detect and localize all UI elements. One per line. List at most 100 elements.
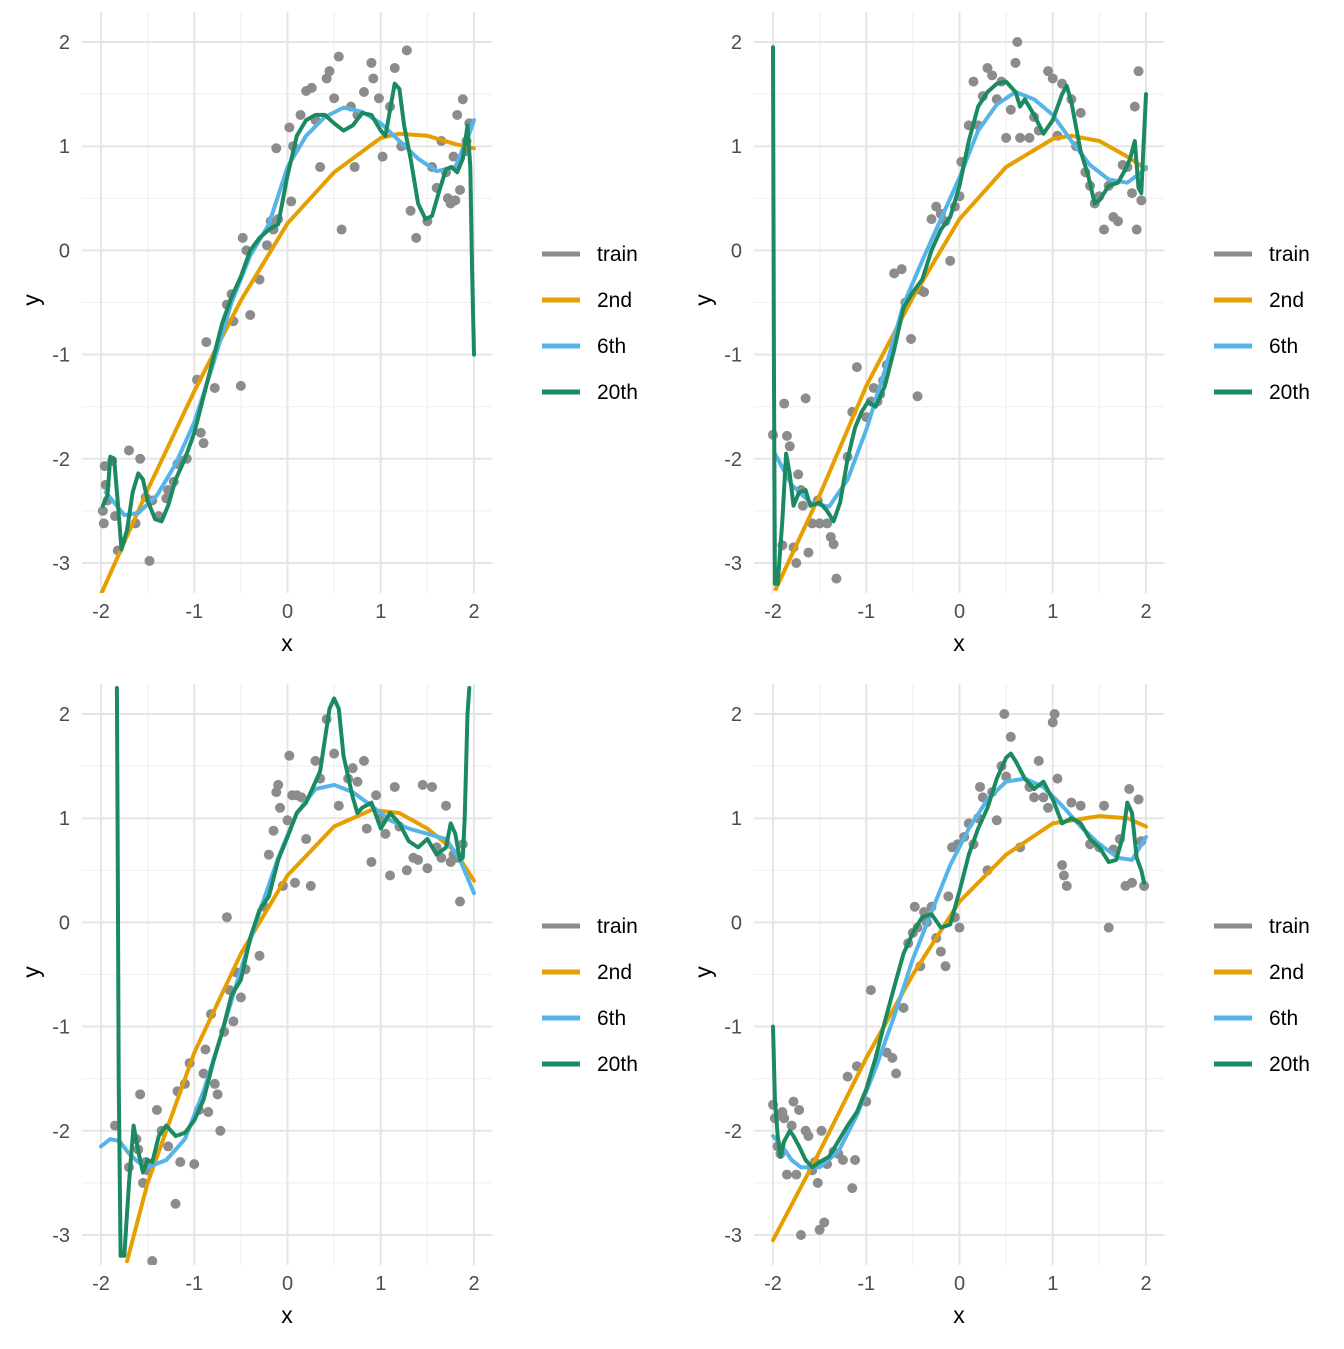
data-point	[358, 755, 369, 766]
data-point	[1075, 800, 1086, 811]
data-point	[385, 870, 396, 881]
data-point	[405, 205, 416, 216]
x-tick-label: -2	[92, 601, 110, 623]
data-point	[209, 382, 220, 393]
x-axis-label: x	[953, 630, 965, 656]
data-point	[814, 518, 825, 529]
y-axis-label: y	[690, 294, 716, 306]
y-tick-label: 2	[59, 32, 70, 54]
data-point	[1010, 57, 1021, 68]
data-point	[284, 750, 295, 761]
data-point	[1127, 188, 1138, 199]
data-point	[786, 1120, 797, 1131]
data-point	[822, 518, 833, 529]
fit-line-20th	[100, 81, 476, 552]
legend-item-6th: 6th	[1214, 335, 1298, 358]
fit-line-2nd	[99, 131, 476, 593]
data-point	[1024, 132, 1035, 143]
data-point	[200, 1044, 211, 1055]
data-point	[261, 240, 272, 251]
data-point	[271, 143, 282, 154]
data-point	[361, 823, 372, 834]
data-point	[151, 1104, 162, 1115]
legend-label-train: train	[1269, 915, 1310, 938]
data-point	[401, 45, 412, 56]
legend-item-train: train	[1214, 243, 1310, 266]
data-point	[286, 196, 297, 207]
y-tick-label: -1	[52, 1017, 70, 1039]
y-tick-label: -2	[52, 1121, 70, 1143]
data-point	[1049, 709, 1060, 719]
data-point	[349, 162, 360, 173]
data-point	[779, 398, 790, 409]
data-point	[982, 63, 993, 74]
data-point	[228, 1016, 239, 1027]
data-point	[781, 1169, 792, 1180]
x-tick-label: -1	[857, 601, 875, 623]
data-point	[1124, 784, 1135, 795]
data-point	[201, 337, 212, 348]
data-point	[221, 912, 232, 923]
legend-item-6th: 6th	[1214, 1007, 1298, 1030]
data-point	[275, 802, 286, 813]
data-point	[887, 1052, 898, 1063]
plot-area	[768, 709, 1150, 1243]
plot-area	[768, 37, 1148, 592]
data-point	[926, 214, 937, 225]
x-tick-label: 0	[282, 1273, 293, 1295]
data-point	[987, 70, 998, 81]
data-point	[1038, 792, 1049, 803]
data-point	[1005, 731, 1016, 742]
data-point	[1012, 37, 1023, 47]
y-tick-label: -1	[52, 345, 70, 367]
data-point	[795, 1230, 806, 1240]
data-point	[284, 122, 295, 133]
data-point	[1061, 880, 1072, 891]
data-point	[450, 195, 461, 206]
legend-label-2nd: 2nd	[597, 961, 632, 984]
data-point	[954, 922, 965, 933]
data-point	[816, 1125, 827, 1136]
data-point	[784, 441, 795, 452]
x-tick-label: 2	[468, 601, 479, 623]
data-point	[98, 518, 109, 529]
y-tick-label: 0	[731, 240, 742, 262]
y-tick-label: -2	[724, 1121, 742, 1143]
y-tick-label: -3	[724, 1225, 742, 1247]
x-tick-label: -2	[764, 1273, 782, 1295]
data-point	[305, 880, 316, 891]
data-point	[1043, 66, 1054, 77]
data-point	[368, 73, 379, 84]
data-point	[123, 445, 134, 456]
data-point	[448, 151, 459, 162]
fit-line-6th	[772, 90, 1148, 509]
data-point	[329, 93, 340, 104]
data-point	[868, 382, 879, 393]
legend-label-train: train	[597, 243, 638, 266]
y-tick-label: -3	[52, 1225, 70, 1247]
x-tick-label: -1	[185, 601, 203, 623]
data-point	[794, 1104, 805, 1115]
data-point	[1129, 101, 1140, 112]
data-point	[377, 151, 388, 162]
y-tick-label: -3	[52, 553, 70, 575]
fit-line-2nd	[771, 814, 1148, 1243]
y-tick-label: -2	[724, 449, 742, 471]
data-point	[1001, 771, 1012, 782]
data-point	[779, 1113, 790, 1124]
data-point	[788, 1096, 799, 1107]
fit-line-6th	[99, 782, 476, 1170]
legend-item-6th: 6th	[542, 335, 626, 358]
data-point	[1139, 880, 1150, 891]
legend-item-20th: 20th	[1214, 381, 1310, 404]
data-point	[842, 1071, 853, 1082]
x-tick-label: 2	[1140, 601, 1151, 623]
fit-line-6th	[103, 105, 476, 518]
chart-panel-4: -2 -1 0 1 2 -3 -2 -1 0 1 2 x y train 2nd 6th 20th	[690, 684, 1310, 1328]
legend-label-6th: 6th	[1269, 1007, 1298, 1030]
chart-panel-3: -2 -1 0 1 2 -3 -2 -1 0 1 2 x y train 2nd 6th 20th	[18, 684, 638, 1328]
y-tick-label: 0	[59, 912, 70, 934]
data-point	[245, 310, 256, 321]
data-point	[212, 1089, 223, 1100]
